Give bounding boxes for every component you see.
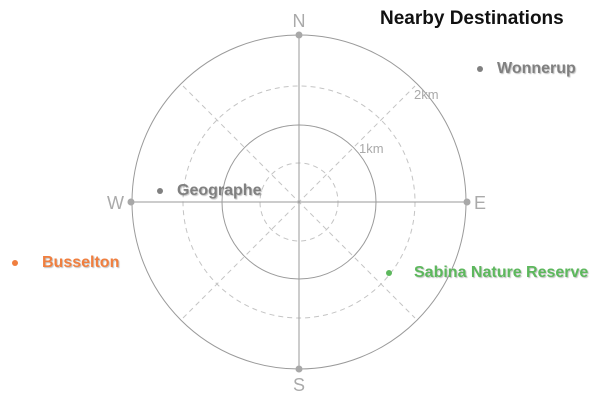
destination-label: Wonnerup <box>497 60 576 77</box>
marker-dot-icon <box>477 66 483 72</box>
destination-wonnerup[interactable]: Wonnerup <box>477 60 576 78</box>
page-title: Nearby Destinations <box>380 8 564 29</box>
south-label: S <box>293 375 305 394</box>
south-endpoint <box>295 365 303 373</box>
north-endpoint <box>295 31 303 39</box>
marker-dot-icon <box>157 188 163 194</box>
destination-geographe[interactable]: Geographe <box>157 182 261 200</box>
ring-label-2km: 2km <box>414 87 439 102</box>
destination-label: Sabina Nature Reserve <box>414 264 589 281</box>
marker-dot-icon <box>12 260 18 266</box>
destination-label: Busselton <box>42 254 120 271</box>
marker-dot-icon <box>386 270 392 276</box>
west-label: W <box>107 193 124 213</box>
ring-label-1km: 1km <box>359 141 384 156</box>
north-label: N <box>293 11 306 31</box>
destination-busselton[interactable]: Busselton <box>12 254 119 272</box>
destination-sabina-nature-reserve[interactable]: Sabina Nature Reserve <box>386 264 588 282</box>
west-endpoint <box>127 198 135 206</box>
destination-label: Geographe <box>177 182 262 199</box>
east-label: E <box>474 193 486 213</box>
east-endpoint <box>463 198 471 206</box>
